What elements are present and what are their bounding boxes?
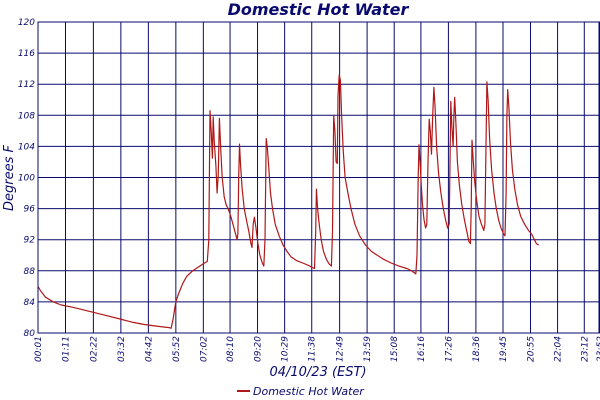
y-tick-label: 92 [24, 236, 36, 246]
x-tick-label: 12:49 [336, 336, 346, 362]
series-line-domestic-hot-water [37, 74, 540, 329]
x-tick-label: 11:38 [308, 336, 318, 362]
x-tick-label: 18:36 [472, 336, 482, 362]
x-tick-label: 00:01 [34, 336, 44, 362]
x-tick-label: 16:16 [417, 336, 427, 362]
x-tick-label: 04:42 [144, 336, 154, 362]
y-tick-label: 112 [18, 80, 35, 90]
y-tick-label: 116 [18, 49, 35, 59]
x-tick-label: 07:02 [199, 336, 209, 362]
legend: Domestic Hot Water [237, 385, 365, 398]
legend-entry-domestic-hot-water: Domestic Hot Water [253, 385, 365, 398]
x-tick-label: 01:11 [61, 336, 71, 362]
series-layer [37, 74, 540, 329]
x-tick-label: 05:52 [172, 336, 182, 362]
y-tick-label: 84 [24, 298, 36, 308]
x-tick-label: 22:04 [554, 336, 564, 362]
x-tick-label: 17:26 [444, 336, 454, 362]
x-tick-label: 19:45 [499, 336, 509, 362]
y-tick-label: 120 [18, 18, 35, 28]
y-tick-labels: 80 84 88 92 96 100 104 108 112 116 120 [18, 18, 35, 339]
y-tick-label: 88 [24, 267, 36, 277]
y-axis-label: Degrees F [2, 144, 17, 211]
x-tick-labels: 00:01 01:11 02:22 03:32 04:42 05:52 07:02 08:10… [34, 336, 600, 362]
y-tick-label: 108 [18, 111, 35, 121]
y-tick-label: 104 [18, 142, 35, 152]
x-axis-label: 04/10/23 (EST) [269, 365, 366, 380]
x-tick-label: 03:32 [117, 336, 127, 362]
y-tick-label: 100 [18, 174, 35, 184]
chart-title: Domestic Hot Water [228, 0, 410, 19]
x-tick-label: 08:10 [226, 336, 236, 362]
plot-area-frame [37, 21, 600, 334]
x-tick-label: 09:20 [254, 336, 264, 362]
x-tick-label: 23:12 [580, 336, 590, 362]
x-tick-label: 15:08 [390, 336, 400, 362]
x-tick-label: 13:59 [363, 336, 373, 362]
y-tick-label: 96 [24, 205, 36, 215]
x-tick-label: 10:29 [281, 336, 291, 362]
x-tick-label: 02:22 [89, 336, 99, 362]
y-tick-label: 80 [24, 329, 36, 339]
gridlines [37, 21, 600, 334]
x-tick-label: 23:52 [596, 336, 600, 362]
x-tick-label: 20:55 [526, 336, 536, 362]
